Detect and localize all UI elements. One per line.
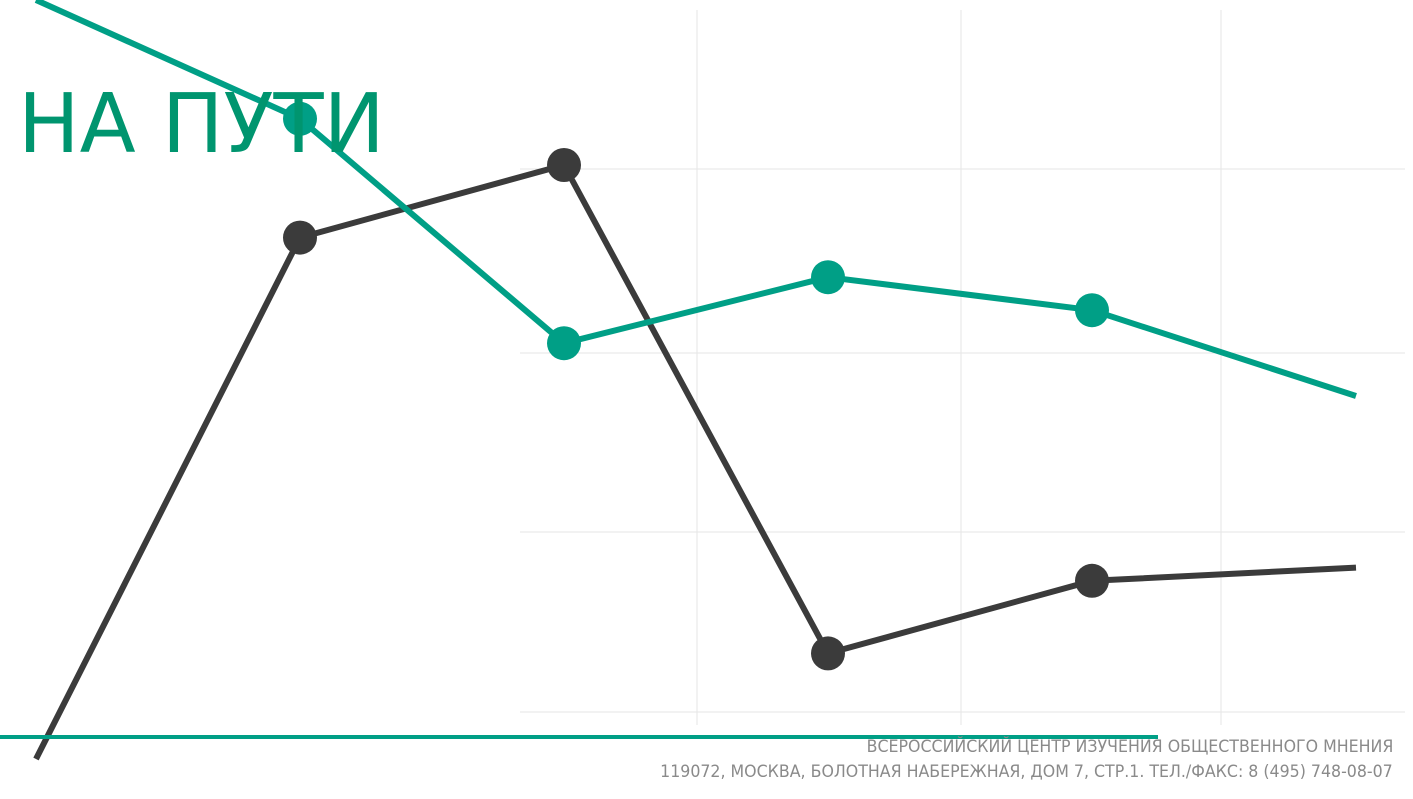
series-1-line (34, 0, 1357, 399)
series-2-point (547, 148, 581, 182)
series-2-point (811, 636, 845, 671)
slide-title: НА ПУТИ (18, 77, 385, 172)
series-2-point (283, 220, 317, 255)
footer-divider (0, 735, 1158, 739)
series-1-point (283, 101, 317, 136)
footer-address: 119072, МОСКВА, БОЛОТНАЯ НАБЕРЕЖНАЯ, ДОМ… (660, 762, 1393, 782)
footer-organization-name: ВСЕРОССИЙСКИЙ ЦЕНТР ИЗУЧЕНИЯ ОБЩЕСТВЕННО… (866, 737, 1393, 757)
series-1-point (1075, 293, 1109, 328)
series-1-point (811, 260, 845, 295)
chart-series (33, 0, 1357, 761)
series-1-point (547, 326, 581, 361)
series-2-line (33, 162, 1357, 761)
series-2-point (1075, 563, 1109, 598)
